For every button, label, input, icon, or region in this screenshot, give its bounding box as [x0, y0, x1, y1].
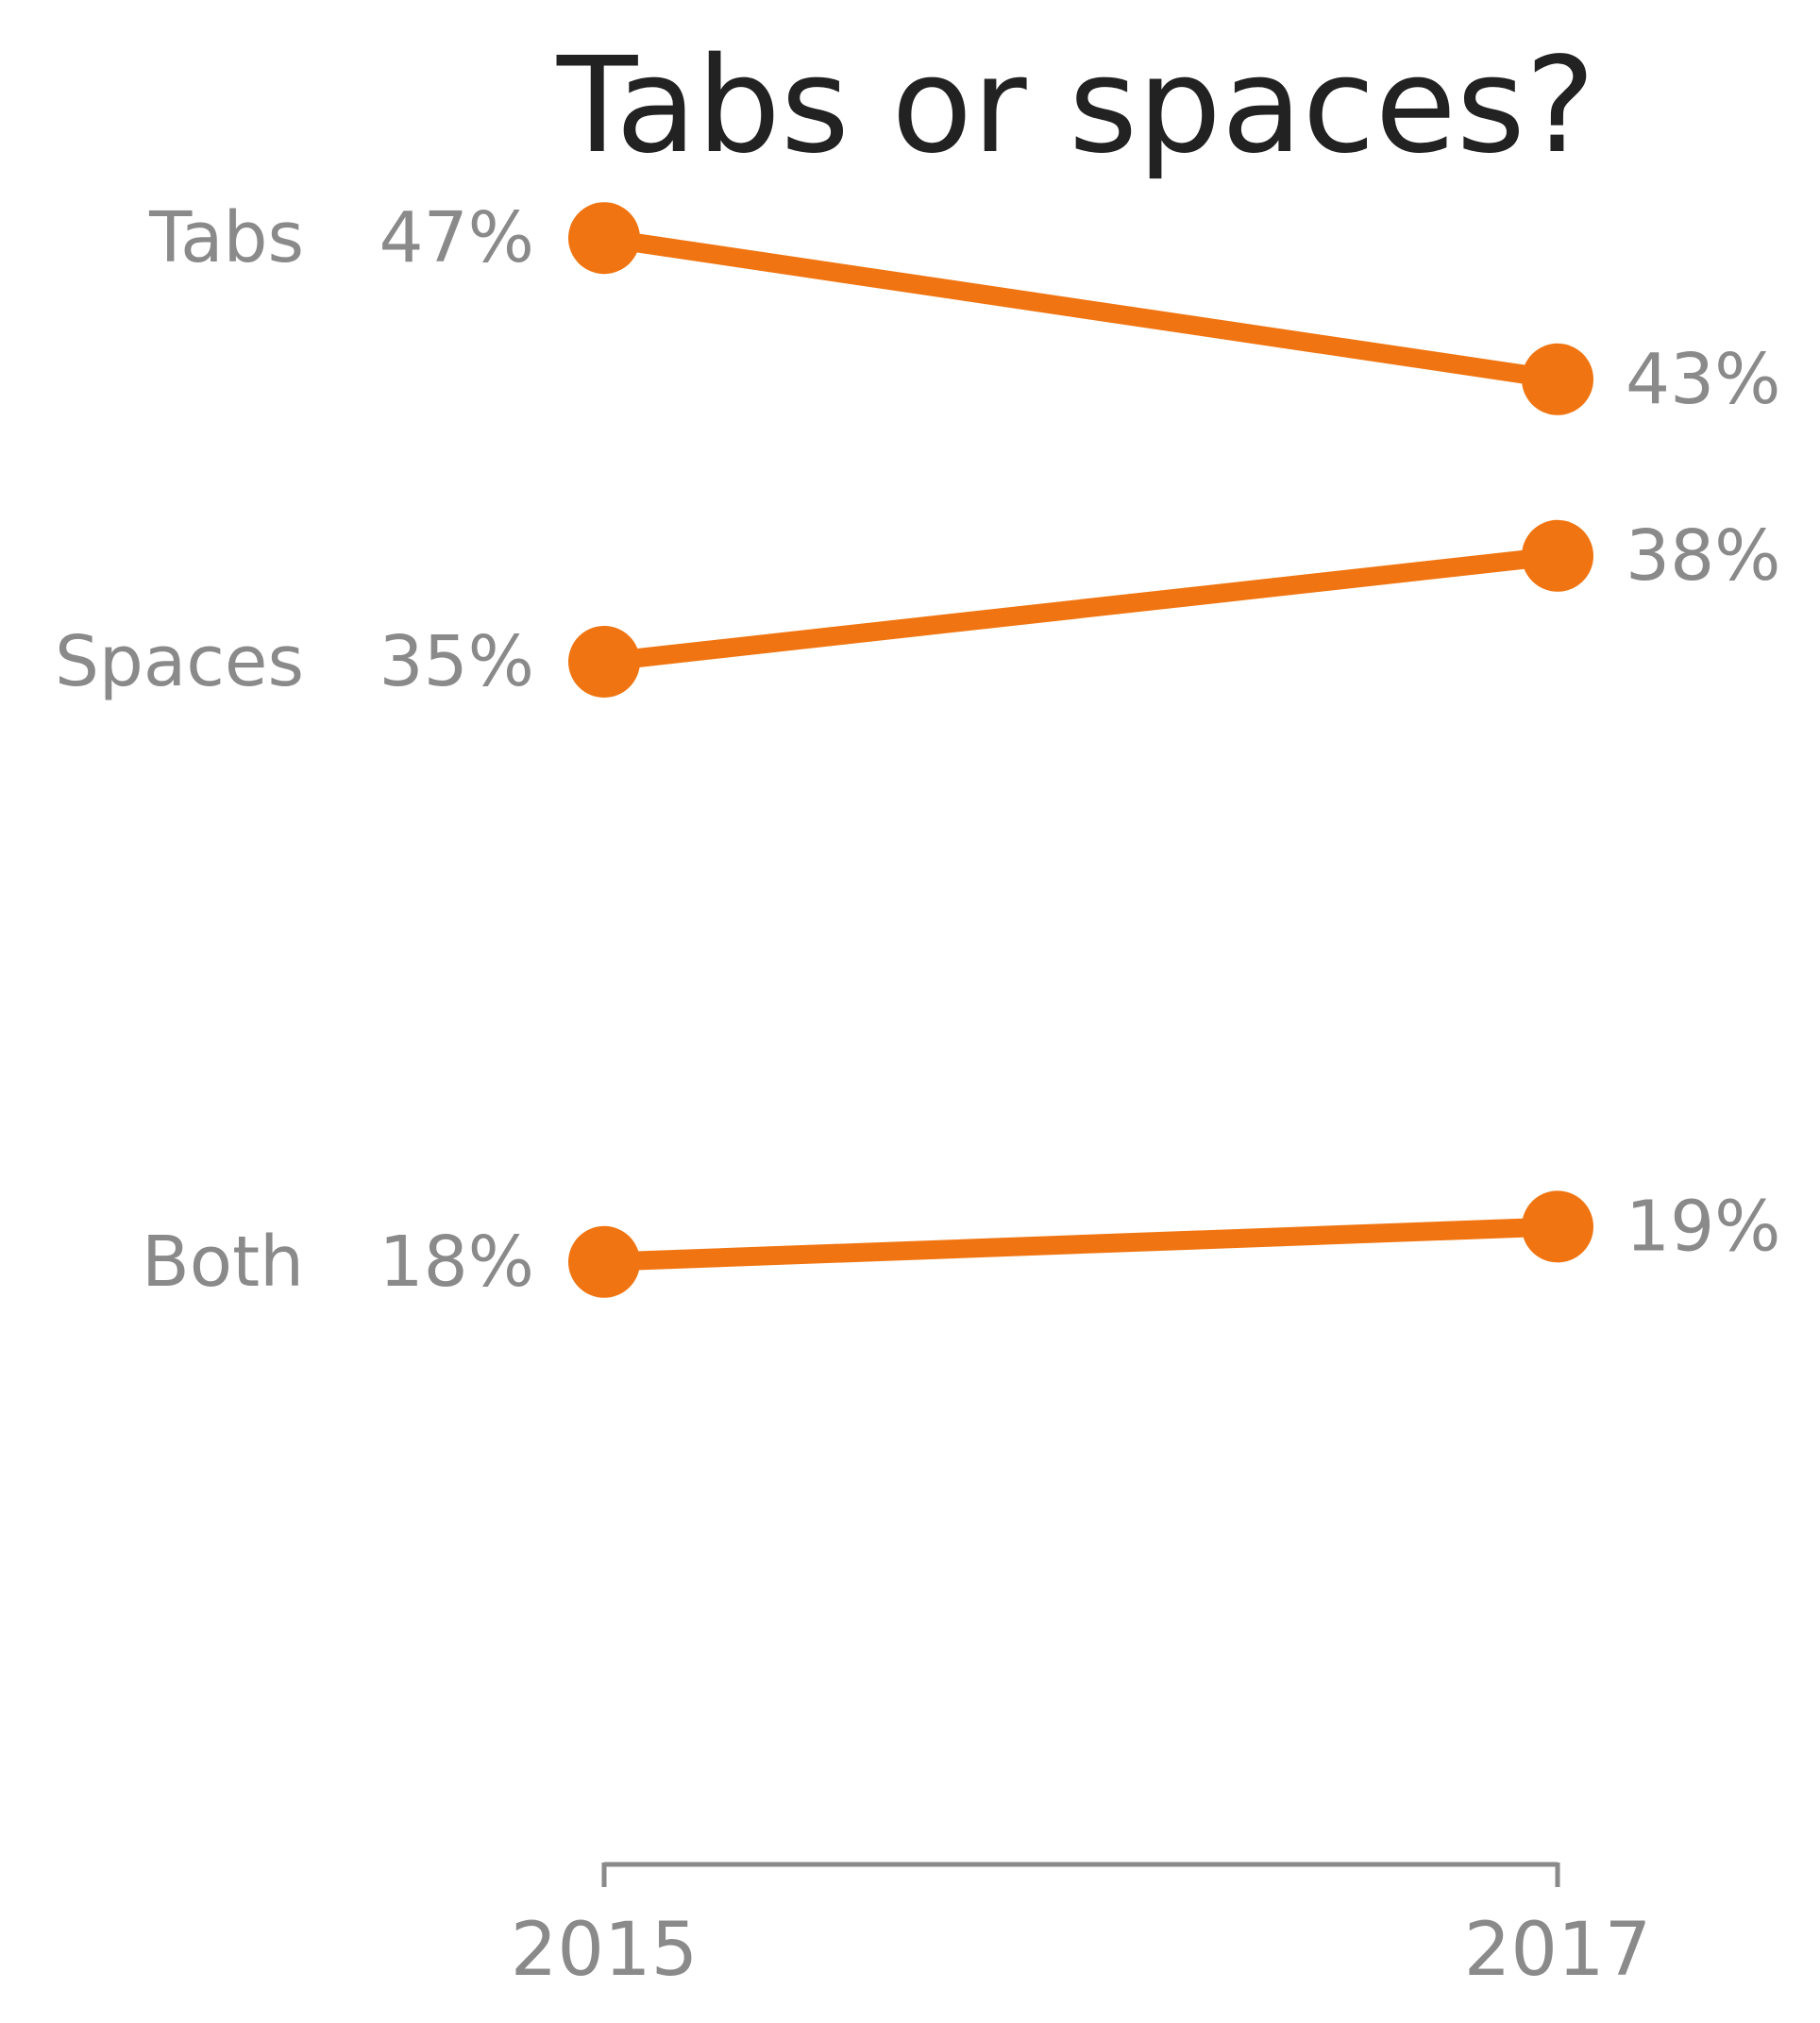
series-line-both — [595, 1217, 1567, 1272]
point-tabs-2015 — [568, 202, 640, 275]
value-label-spaces-2017: 38% — [1626, 515, 1780, 597]
category-label-both: Both — [142, 1222, 304, 1303]
point-both-2015 — [568, 1225, 640, 1298]
value-label-tabs-2015: 47% — [379, 197, 534, 278]
point-spaces-2017 — [1522, 519, 1593, 592]
series-spaces: Spaces 35% 38% — [55, 515, 1781, 702]
x-tick-label-2017: 2017 — [1464, 1908, 1652, 1993]
series-line-tabs — [595, 228, 1567, 389]
chart-title: Tabs or spaces? — [556, 29, 1595, 183]
category-label-tabs: Tabs — [148, 197, 304, 278]
x-tick-label-2015: 2015 — [511, 1908, 699, 1993]
category-label-spaces: Spaces — [55, 621, 304, 702]
series-tabs: Tabs 47% 43% — [148, 197, 1780, 420]
value-label-spaces-2015: 35% — [379, 621, 534, 702]
point-tabs-2017 — [1522, 343, 1593, 415]
series-line-spaces — [595, 546, 1567, 671]
value-label-tabs-2017: 43% — [1626, 339, 1780, 420]
series-layer: Tabs 47% 43% Spaces 35% 38% Both 18% 19% — [55, 197, 1781, 1303]
point-both-2017 — [1522, 1190, 1593, 1263]
value-label-both-2015: 18% — [379, 1222, 534, 1303]
x-axis: 2015 2017 — [511, 1862, 1652, 1993]
value-label-both-2017: 19% — [1626, 1186, 1780, 1267]
series-both: Both 18% 19% — [142, 1186, 1780, 1302]
point-spaces-2015 — [568, 626, 640, 698]
